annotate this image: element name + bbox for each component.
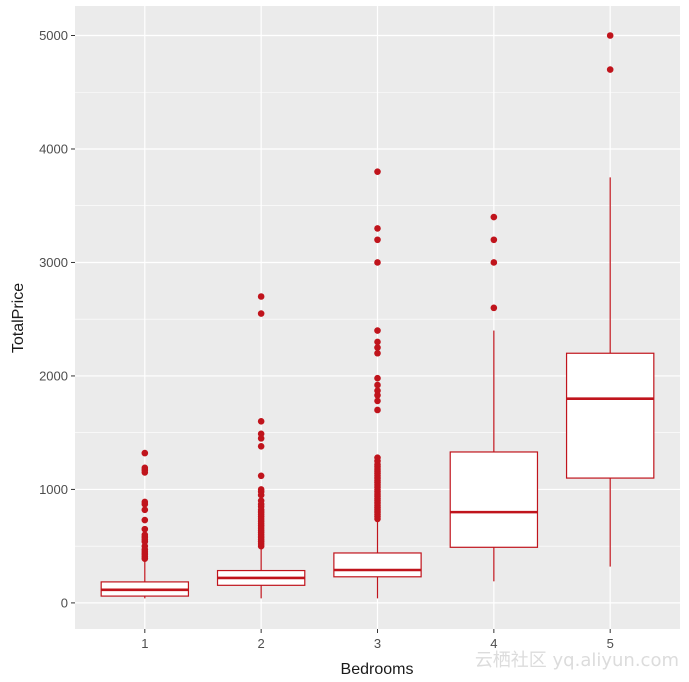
outlier-point xyxy=(490,213,498,221)
outlier-point xyxy=(141,498,149,506)
box-series xyxy=(100,32,655,599)
x-tick-label: 4 xyxy=(490,636,497,651)
outlier-point xyxy=(374,406,381,414)
x-axis: 1 2 3 4 5 xyxy=(141,629,614,651)
y-axis-title: TotalPrice xyxy=(10,283,27,353)
x-axis-title: Bedrooms xyxy=(341,661,414,678)
outlier-point xyxy=(374,327,381,334)
outlier-point xyxy=(257,435,265,442)
outlier-point xyxy=(141,525,149,533)
box-2 xyxy=(216,293,306,599)
y-tick-label: 2000 xyxy=(39,368,68,383)
outlier-point xyxy=(374,225,381,232)
y-tick-label: 5000 xyxy=(39,28,68,43)
y-tick-label: 1000 xyxy=(39,482,68,497)
y-tick-label: 3000 xyxy=(39,255,68,270)
outlier-point xyxy=(141,531,149,539)
box-5 xyxy=(565,32,655,567)
watermark: 云栖社区 yq.aliyun.com xyxy=(474,650,679,671)
box-1 xyxy=(100,449,190,599)
outlier-point xyxy=(606,66,614,73)
x-tick-label: 3 xyxy=(374,636,381,651)
outlier-point xyxy=(257,442,265,450)
outlier-point xyxy=(374,387,381,394)
grid-major xyxy=(75,6,680,629)
outlier-point xyxy=(490,304,498,312)
outlier-point xyxy=(374,344,381,351)
box-iqr xyxy=(333,552,422,578)
y-tick-label: 4000 xyxy=(39,141,68,156)
y-tick-label: 0 xyxy=(61,595,68,610)
x-tick-label: 5 xyxy=(607,636,614,651)
outlier-point xyxy=(374,259,381,266)
outlier-point xyxy=(374,391,381,399)
outlier-point xyxy=(374,454,381,461)
outlier-point xyxy=(257,497,265,505)
outlier-point xyxy=(374,338,381,346)
outlier-point xyxy=(257,486,265,493)
x-tick-label: 1 xyxy=(141,636,148,651)
outlier-point xyxy=(490,236,498,244)
outlier-point xyxy=(141,516,149,524)
box-iqr xyxy=(565,352,655,479)
outlier-point xyxy=(490,259,498,266)
outlier-point xyxy=(374,349,381,357)
y-axis: 0 1000 2000 3000 4000 5000 xyxy=(39,28,75,610)
box-iqr xyxy=(449,451,539,548)
outlier-point xyxy=(374,374,381,382)
outlier-point xyxy=(606,32,614,39)
box-3 xyxy=(333,168,422,599)
outlier-point xyxy=(257,472,265,480)
outlier-point xyxy=(257,418,265,425)
outlier-point xyxy=(257,293,265,300)
outlier-point xyxy=(257,310,265,317)
outlier-point xyxy=(141,506,149,514)
outlier-point xyxy=(141,449,149,457)
outlier-point xyxy=(141,542,149,550)
outlier-point xyxy=(374,381,381,389)
outlier-point xyxy=(374,397,381,405)
box-4 xyxy=(449,213,539,582)
outlier-point xyxy=(257,430,265,438)
x-tick-label: 2 xyxy=(258,636,265,651)
outlier-point xyxy=(141,464,149,472)
outlier-point xyxy=(374,168,381,175)
outlier-point xyxy=(374,236,381,244)
